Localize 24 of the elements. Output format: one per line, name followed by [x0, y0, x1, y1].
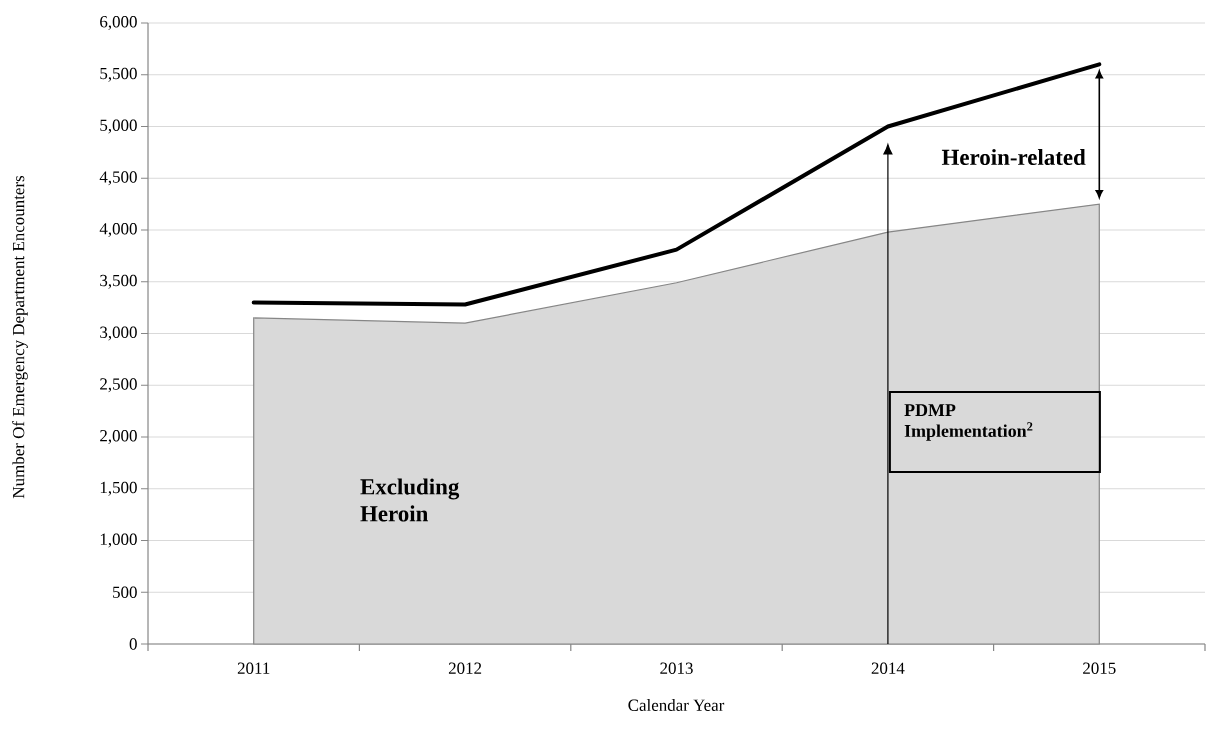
- y-tick-label: 500: [113, 586, 137, 598]
- ref-line-label: PDMP Implementation$^{2}$: [904, 404, 1033, 441]
- y-tick-label: 4,000: [99, 223, 137, 237]
- x-tick-label: 2015: [1083, 662, 1116, 674]
- annotation: Heroin-related: [941, 148, 1086, 166]
- x-tick-label: 2013: [660, 662, 693, 674]
- annotation: Excluding Heroin: [360, 478, 460, 522]
- y-tick-label: 5,000: [100, 119, 137, 134]
- y-tick-label: 6,000: [100, 16, 137, 30]
- line-series: [251, 62, 1102, 307]
- y-tick-label: 5,500: [100, 67, 137, 82]
- y-tick-label: 1,500: [100, 481, 137, 496]
- y-tick-label: 3,000: [100, 326, 137, 341]
- x-axis-title: Calendar Year: [628, 699, 725, 711]
- y-tick-label: 4,500: [99, 171, 137, 186]
- y-axis-title: Number Of Emergency Department Encounters: [12, 175, 28, 499]
- x-tick-label: 2011: [237, 662, 270, 674]
- y-tick-label: 2,500: [100, 378, 137, 393]
- y-tick-label: 1,000: [100, 533, 137, 548]
- y-tick-label: 2,000: [100, 430, 137, 444]
- y-tick-label: 3,500: [100, 274, 137, 289]
- x-tick-label: 2012: [448, 662, 482, 674]
- y-tick-label: 0: [129, 638, 137, 650]
- x-tick-label: 2014: [871, 662, 905, 674]
